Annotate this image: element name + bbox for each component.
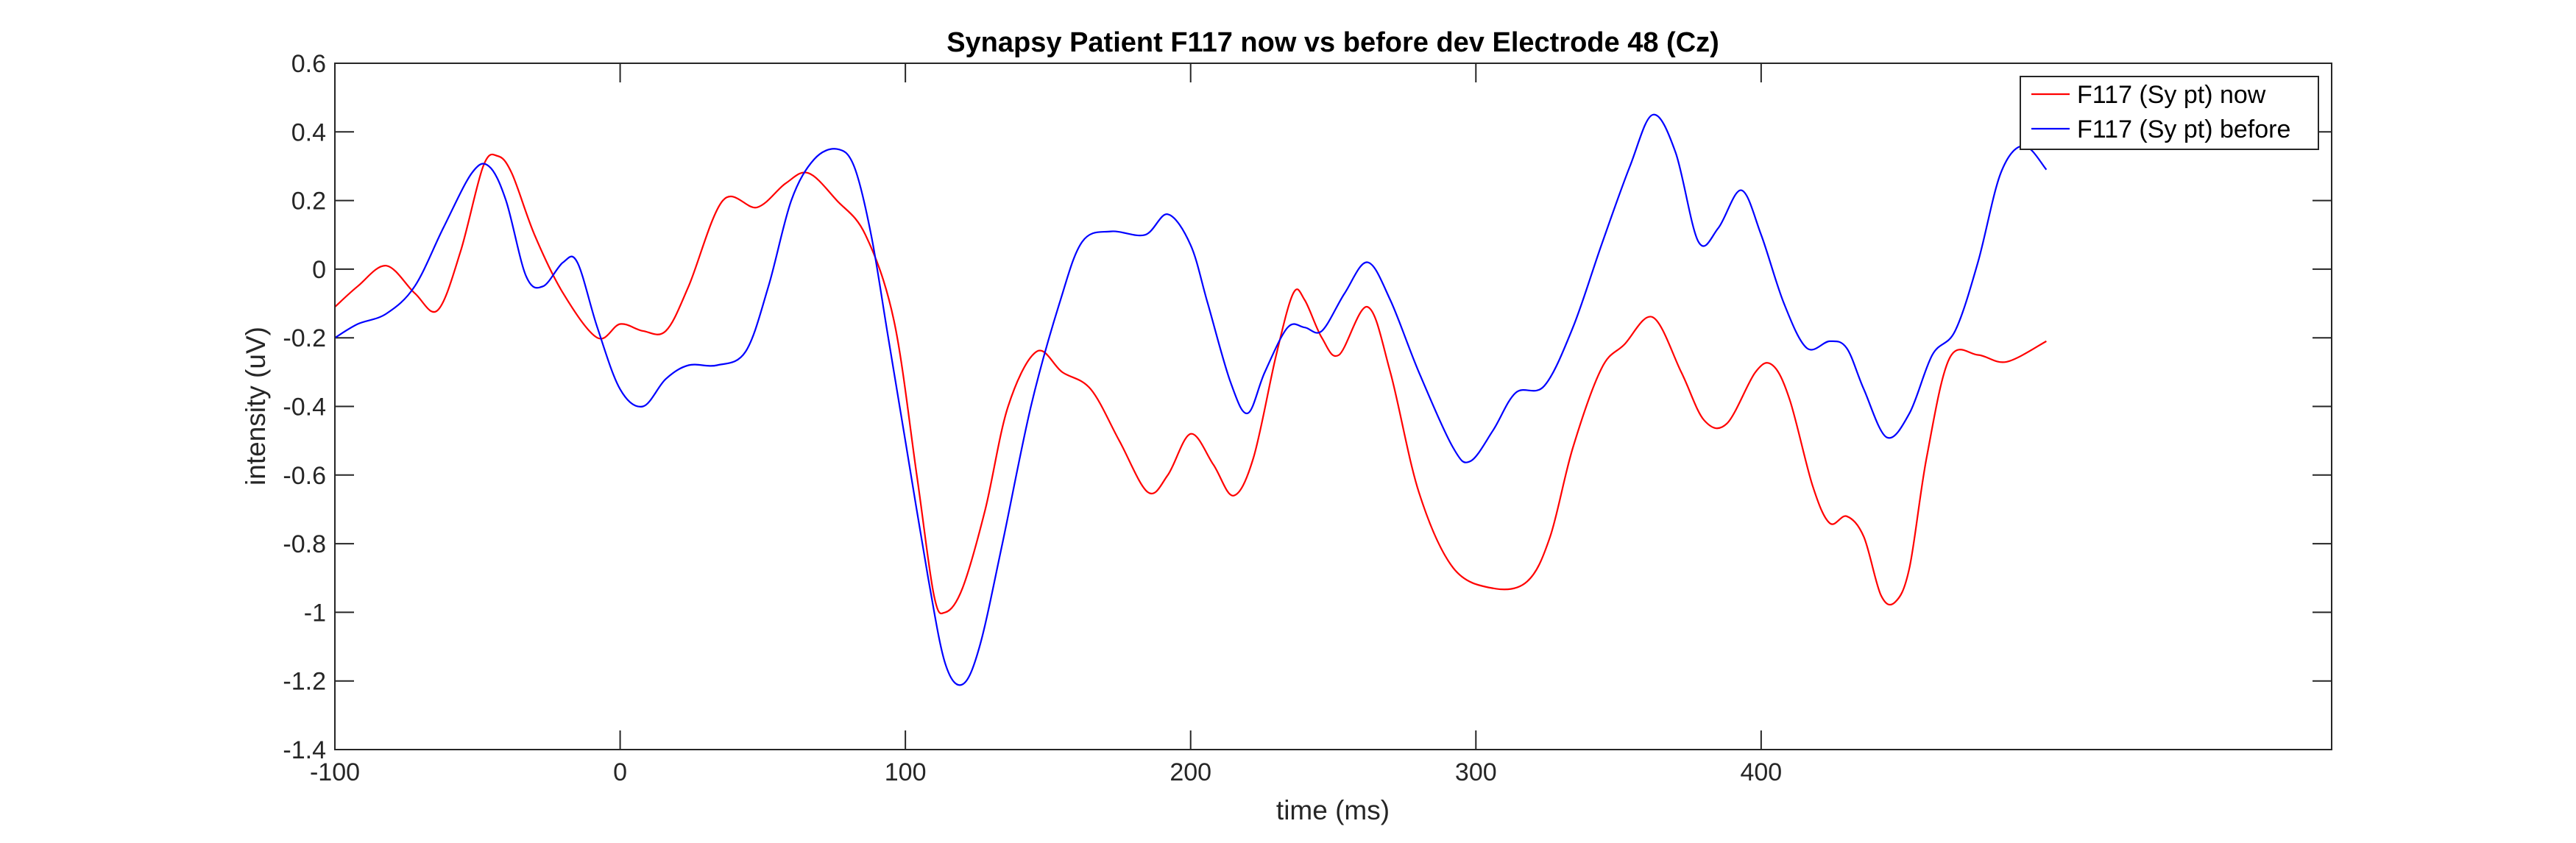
plot-frame [334,63,2332,750]
y-tick-label: -0.4 [283,394,326,422]
y-tick-label: -0.2 [283,324,326,352]
legend-label-before: F117 (Sy pt) before [2077,115,2290,143]
x-tick-label: 400 [1740,758,1782,786]
series-line-now [334,153,2047,615]
legend-label-now: F117 (Sy pt) now [2077,81,2266,109]
x-tick-label: 300 [1455,758,1497,786]
series-line-before [334,113,2048,686]
x-tick-label: 100 [885,758,927,786]
legend: F117 (Sy pt) now F117 (Sy pt) before [2020,76,2319,150]
y-tick-label: -1.4 [283,736,326,764]
y-tick-label: -1.2 [283,668,326,696]
legend-box [2020,76,2319,150]
x-axis-label: time (ms) [1276,795,1390,825]
tick-labels-layer: -100 0 100 200 300 400 0.6 0.4 0.2 0 -0.2 -0.4 -0.6 -… [283,50,1782,786]
y-tick-label: -1 [304,599,326,627]
y-tick-label: -0.8 [283,530,326,558]
y-tick-label: 0.2 [291,188,326,216]
y-tick-label: 0.4 [291,118,326,146]
series-layer [334,113,2048,686]
x-tick-label: -100 [310,758,360,786]
y-tick-label: 0 [312,256,326,284]
y-tick-label: 0.6 [291,50,326,78]
y-axis-label: intensity (uV) [241,327,271,485]
y-tick-label: -0.6 [283,462,326,490]
x-tick-label: 0 [613,758,627,786]
x-tick-label: 200 [1170,758,1211,786]
plot-background [335,63,2332,750]
chart-title: Synapsy Patient F117 now vs before dev E… [946,27,1719,58]
